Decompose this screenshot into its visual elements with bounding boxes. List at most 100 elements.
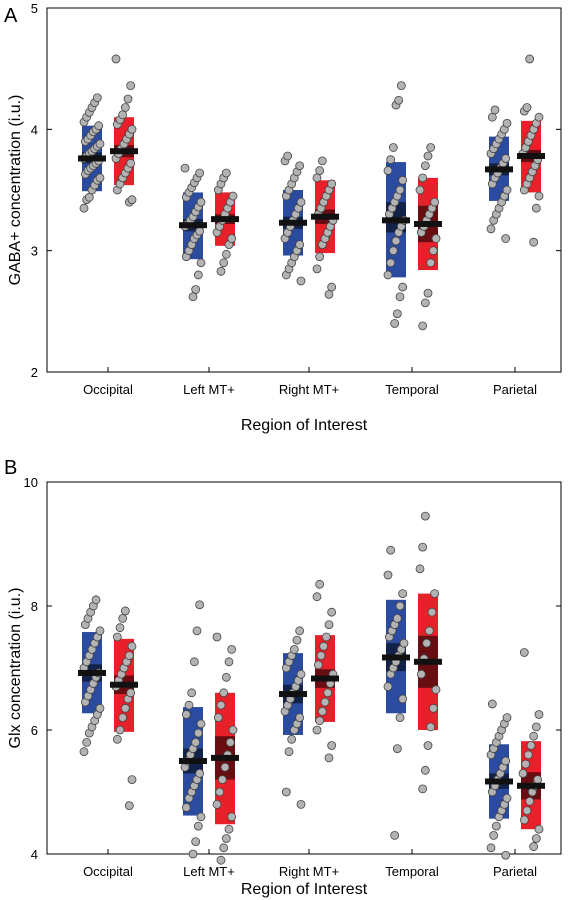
data-point (216, 266, 226, 276)
data-point (118, 110, 128, 120)
data-point (289, 645, 299, 654)
data-point (317, 707, 327, 716)
data-point (227, 645, 237, 654)
data-point (283, 151, 293, 161)
data-point (398, 589, 408, 598)
data-point (196, 812, 206, 822)
data-point (313, 660, 323, 670)
data-point (420, 161, 430, 171)
data-point (189, 657, 199, 667)
data-point (319, 641, 329, 651)
data-point (195, 168, 205, 178)
x-tick-label: Right MT+ (279, 382, 339, 397)
data-point (323, 688, 333, 698)
data-point (295, 626, 305, 636)
data-point (396, 81, 406, 91)
panel-label: A (4, 5, 18, 27)
data-point (195, 226, 205, 236)
data-point (296, 197, 306, 207)
data-point (501, 234, 511, 243)
data-point (126, 81, 136, 91)
mean-bar (382, 217, 410, 224)
data-point (426, 258, 436, 268)
x-tick-label: Left MT+ (183, 864, 235, 879)
data-point (212, 800, 222, 809)
data-point (430, 197, 440, 207)
data-point (91, 595, 101, 605)
data-point (221, 249, 231, 259)
data-point (386, 258, 396, 268)
data-point (112, 632, 122, 642)
data-point (188, 849, 198, 859)
data-point (221, 672, 231, 682)
data-point (392, 614, 402, 623)
data-point (219, 843, 229, 853)
data-point (398, 175, 408, 185)
data-point (196, 197, 206, 207)
y-tick-label: 5 (31, 1, 38, 16)
data-point (534, 112, 544, 122)
data-point (418, 542, 428, 552)
data-point (519, 815, 529, 825)
data-point (312, 173, 322, 183)
y-tick-label: 8 (31, 599, 38, 614)
data-point (420, 765, 430, 775)
data-point (383, 570, 393, 580)
x-tick-label: Parietal (493, 382, 537, 397)
plot-frame (46, 481, 562, 855)
data-point (215, 787, 225, 797)
data-point (195, 769, 205, 778)
mean-bar (414, 220, 442, 227)
data-point (180, 163, 190, 173)
y-tick-label: 4 (31, 122, 38, 137)
data-point (126, 158, 136, 168)
data-point (281, 787, 291, 797)
data-point (219, 258, 229, 268)
data-point (95, 703, 105, 713)
data-point (383, 682, 393, 691)
data-point (395, 292, 405, 302)
data-point (196, 719, 206, 729)
data-point (82, 738, 92, 747)
data-point (423, 741, 433, 750)
data-point (428, 246, 438, 256)
data-point (188, 292, 198, 302)
data-point (327, 741, 337, 750)
data-point (502, 793, 512, 803)
data-point (416, 669, 426, 679)
data-point (431, 685, 441, 695)
data-point (184, 700, 194, 710)
data-point (216, 855, 226, 865)
mean-bar (279, 691, 307, 698)
y-axis-title: GABA+ concentration (i.u.) (7, 95, 24, 286)
data-point (124, 801, 134, 811)
data-point (428, 703, 438, 713)
data-point (398, 282, 408, 292)
y-tick-label: 3 (31, 244, 38, 259)
data-point (420, 511, 430, 521)
data-point (120, 103, 130, 112)
mean-bar (279, 219, 307, 226)
data-point (120, 606, 130, 616)
data-point (502, 185, 512, 195)
data-point (531, 834, 541, 843)
data-point (534, 710, 544, 719)
data-point (388, 143, 398, 152)
data-point (534, 824, 544, 834)
data-point (529, 237, 539, 247)
data-point (327, 179, 337, 189)
data-point (487, 112, 497, 122)
mean-bar (517, 782, 545, 789)
x-tick-label: Parietal (493, 864, 537, 879)
data-point (526, 741, 536, 750)
data-point (192, 626, 202, 636)
panel-b: 4 6 8 10 Occipital Left MT+ Right MT+ Temporal P… (4, 457, 562, 898)
data-point (391, 236, 401, 246)
data-point (487, 699, 497, 709)
data-point (196, 258, 206, 268)
data-point (219, 688, 229, 698)
data-point (395, 185, 405, 195)
y-axis-title: Glx concentration (i.u.) (7, 588, 24, 749)
data-point (327, 282, 337, 292)
